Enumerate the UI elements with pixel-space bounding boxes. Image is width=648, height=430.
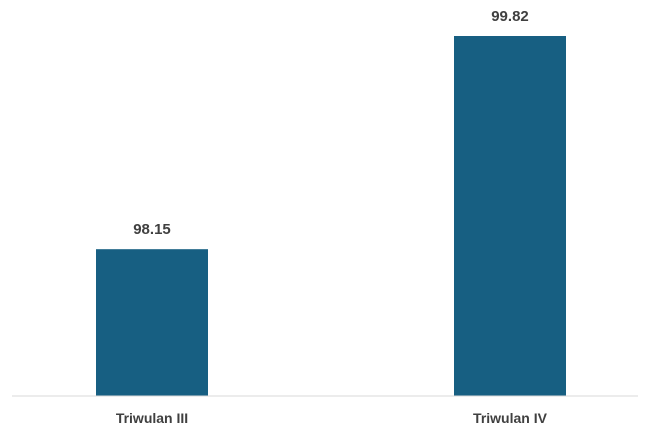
x-tick-label: Triwulan III	[116, 410, 188, 426]
bar	[454, 36, 566, 396]
x-tick-labels: Triwulan III Triwulan IV	[116, 410, 548, 426]
data-labels: 98.15 99.82	[133, 8, 529, 238]
data-label: 98.15	[133, 221, 171, 238]
bars	[96, 36, 566, 396]
bar	[96, 249, 208, 396]
data-label: 99.82	[491, 8, 529, 25]
x-tick-label: Triwulan IV	[473, 410, 548, 426]
